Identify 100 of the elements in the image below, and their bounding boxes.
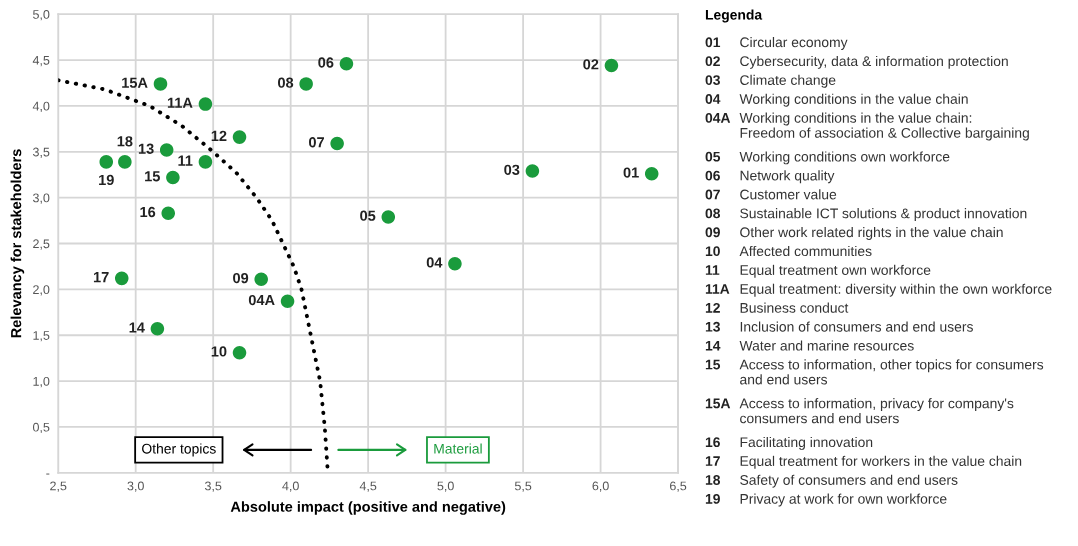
text: Customer value	[740, 189, 837, 200]
y-tick-label: 2,5	[33, 239, 50, 250]
point	[448, 256, 462, 271]
point	[604, 58, 619, 73]
text: Working conditions in the value chain	[739, 93, 968, 107]
category-label: 04	[705, 94, 721, 104]
category-label: 05	[705, 151, 721, 162]
point	[330, 136, 344, 151]
y-tick-label: 2,0	[33, 285, 50, 296]
point	[198, 155, 213, 169]
x-tick-label: 3,5	[204, 481, 222, 492]
category-label: 07	[705, 189, 720, 200]
text: Working conditions in the value chain: Freedom of association & Collective bargaining	[739, 112, 1029, 141]
series-label: 15	[145, 171, 160, 182]
series-label: 11A	[167, 97, 193, 108]
series-label: 08	[278, 77, 294, 88]
text: Cybersecurity, data & information protection	[740, 55, 1008, 69]
point	[150, 322, 165, 336]
x-tick-label: 5,0	[437, 481, 454, 492]
y-tick-label: 4,0	[32, 101, 50, 113]
point	[339, 56, 354, 71]
x-tick-label: 4,0	[282, 481, 299, 492]
category-label: 18	[705, 475, 721, 485]
y-tick-label: 3,5	[32, 147, 50, 158]
category-label: 10	[705, 246, 720, 257]
text: Privacy at work for own workforce	[740, 493, 947, 507]
category-label: 02	[705, 56, 720, 67]
category-label: 08	[705, 208, 721, 219]
category-label: 06	[705, 170, 720, 181]
y-tick-label: 0,5	[32, 422, 50, 434]
text: Other work related rights in the value chain	[740, 227, 1003, 240]
text: Safety of consumers and end users	[740, 474, 958, 488]
annotation: Other topics	[142, 443, 216, 457]
point	[644, 167, 659, 181]
point	[114, 271, 129, 286]
x-tick-label: 6,0	[592, 481, 609, 492]
series-label: 04A	[248, 294, 275, 306]
annotation: Material	[434, 443, 482, 454]
text: Climate change	[740, 74, 836, 88]
y-tick-label: 5,0	[33, 10, 50, 21]
text: Access to information, other topics for consumers and end users	[739, 359, 1044, 385]
text: Equal treatment: diversity within the own workforce	[740, 283, 1052, 297]
y-tick-label: 1,0	[33, 376, 50, 388]
category-label: 17	[705, 456, 720, 466]
point	[99, 155, 114, 169]
category-label: 15A	[705, 398, 731, 409]
series-label: 19	[99, 174, 114, 186]
x-tick-label: 4,5	[359, 481, 377, 492]
series-label: 11	[178, 155, 193, 166]
y-tick-label: 3,0	[32, 193, 50, 204]
point	[525, 164, 540, 178]
category-label: 13	[705, 321, 720, 332]
point	[254, 272, 268, 287]
series-label: 16	[140, 206, 156, 218]
category-label: 12	[705, 302, 720, 313]
series-label: 15A	[122, 77, 148, 88]
text: Circular economy	[740, 37, 848, 50]
y-tick-label: 1,5	[33, 331, 50, 342]
point	[280, 294, 295, 309]
y-tick-label: 4,5	[32, 55, 50, 67]
text: Working conditions own workforce	[739, 151, 950, 165]
series-label: 04	[426, 257, 443, 268]
category-label: 19	[705, 493, 720, 504]
series-label: 01	[623, 167, 639, 178]
series-label: 17	[93, 272, 109, 283]
point	[232, 130, 247, 144]
point	[161, 206, 175, 221]
text: Water and marine resources	[739, 340, 914, 351]
series-label: 14	[129, 322, 145, 333]
category-label: 09	[705, 227, 720, 238]
point	[299, 77, 313, 91]
text: Facilitating innovation	[740, 436, 873, 450]
series-label: 05	[360, 210, 376, 221]
text: Legenda	[705, 9, 763, 23]
category-label: 15	[705, 359, 721, 370]
category-label: 11A	[705, 284, 730, 294]
point	[159, 143, 174, 157]
text: Network quality	[740, 170, 835, 184]
text: Equal treatment for workers in the value chain	[740, 455, 1022, 469]
point	[381, 210, 396, 224]
category-label: 16	[705, 437, 720, 448]
series-label: 03	[504, 164, 520, 175]
category-label: 11	[705, 265, 720, 275]
text: Business conduct	[740, 302, 849, 313]
series-label: 09	[233, 272, 249, 284]
point	[232, 345, 247, 360]
y-tick-label: -	[46, 473, 50, 475]
point	[153, 77, 168, 91]
text: Access to information, privacy for company's consumers and end users	[739, 398, 1014, 424]
x-tick-label: 2,5	[50, 481, 67, 492]
series-label: 18	[117, 136, 133, 147]
point	[198, 97, 213, 111]
series-label: 07	[309, 137, 325, 148]
x-tick-label: 6,5	[670, 481, 687, 492]
series-label: 06	[318, 57, 334, 68]
y-axis-title: Relevancy for stakeholders	[10, 149, 25, 338]
text: Affected communities	[739, 245, 872, 257]
point	[166, 170, 180, 185]
series-label: 02	[583, 59, 599, 70]
category-label: 04A	[705, 112, 731, 123]
